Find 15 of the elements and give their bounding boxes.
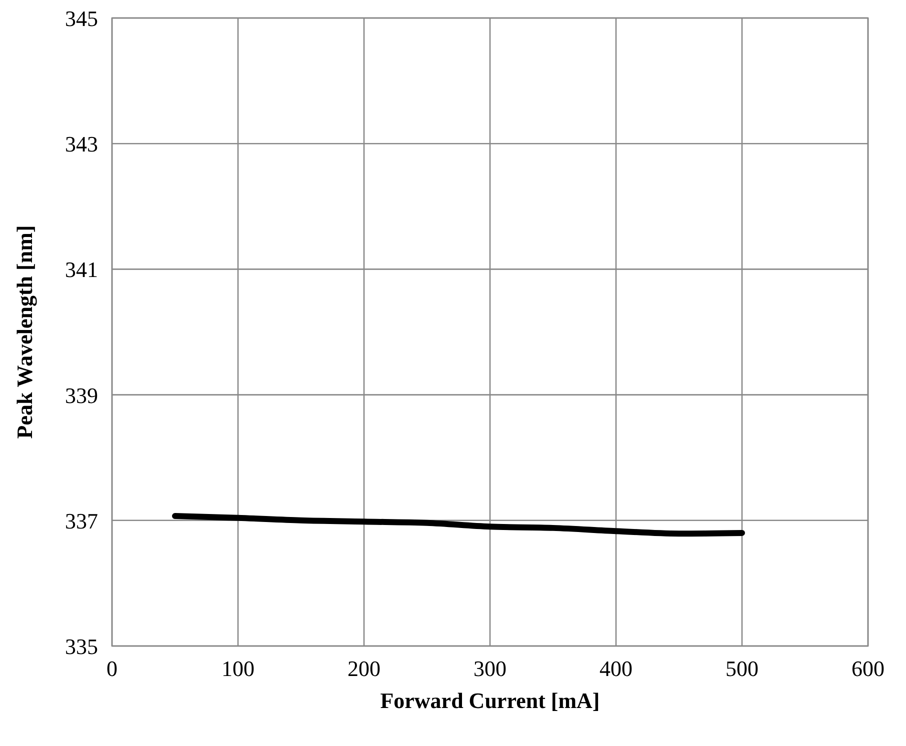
x-tick-label: 300: [474, 656, 506, 681]
x-axis-title: Forward Current [mA]: [380, 688, 600, 713]
x-tick-label: 600: [852, 656, 884, 681]
y-axis-title: Peak Wavelength [nm]: [12, 225, 37, 439]
y-tick-label: 335: [65, 634, 98, 659]
x-tick-label: 200: [348, 656, 380, 681]
x-tick-label: 400: [600, 656, 632, 681]
x-tick-label: 500: [726, 656, 758, 681]
y-tick-label: 343: [65, 132, 98, 157]
x-tick-label: 100: [222, 656, 254, 681]
y-tick-label: 345: [65, 6, 98, 31]
y-tick-label: 339: [65, 382, 98, 408]
y-tick-label: 341: [65, 257, 98, 282]
x-tick-label: 0: [106, 656, 118, 681]
y-tick-label: 337: [65, 508, 98, 534]
